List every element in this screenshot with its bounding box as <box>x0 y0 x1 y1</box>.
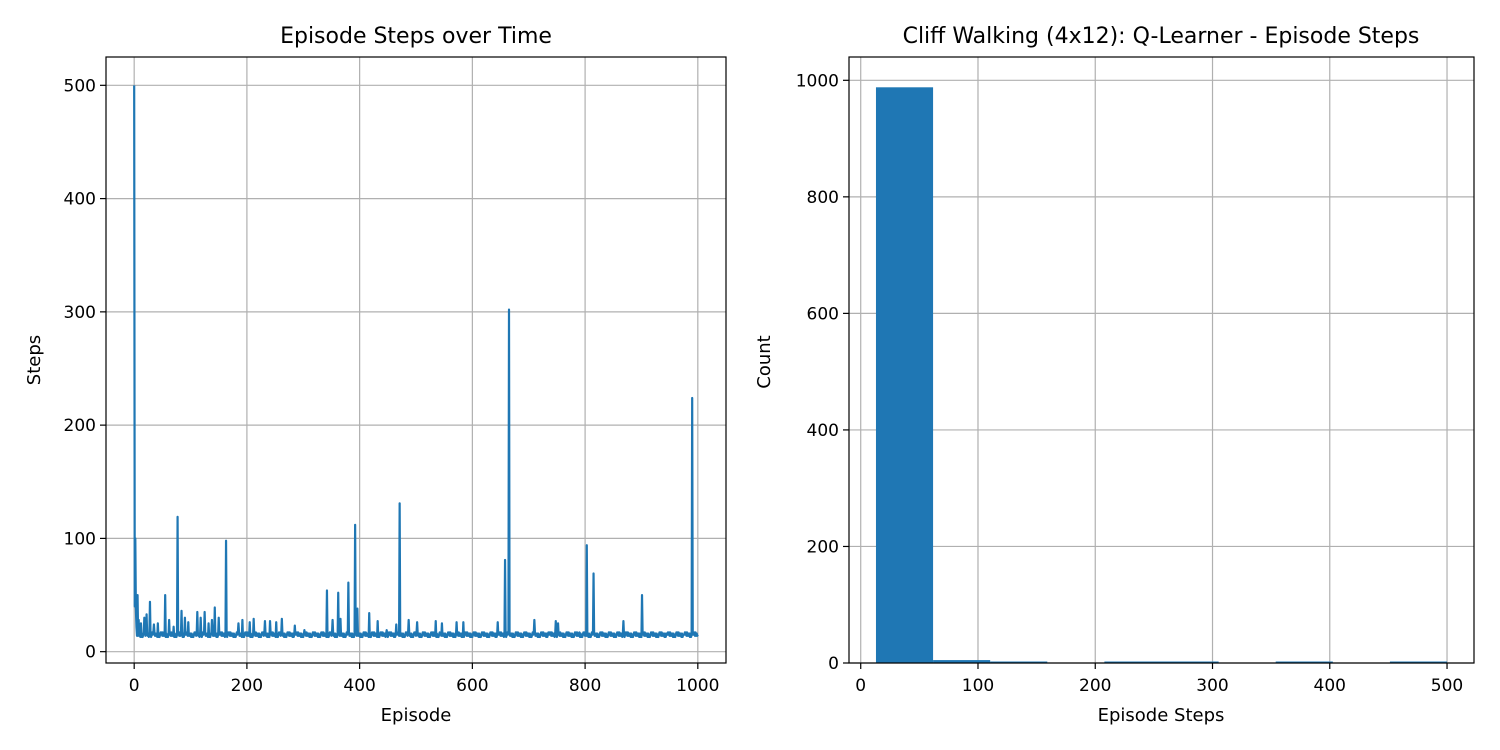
line-chart-plot-area <box>133 85 699 639</box>
histogram-bar <box>1275 661 1333 663</box>
histogram-y-tick-label: 400 <box>807 421 839 441</box>
histogram-x-tick-label: 200 <box>1079 676 1111 696</box>
line-chart-y-tick-label: 500 <box>64 76 96 96</box>
line-chart-x-tick-label: 0 <box>129 676 140 696</box>
line-chart-grid <box>106 57 726 663</box>
line-chart-y-tick-label: 100 <box>64 529 96 549</box>
line-chart-ticks: 0 200 400 600 800 1000 0 100 200 300 400 500 <box>64 76 720 696</box>
line-chart: 0 200 400 600 800 1000 0 100 200 300 400 500 Episod… <box>24 24 727 726</box>
histogram-y-tick-label: 200 <box>807 537 839 557</box>
histogram-x-tick-label: 400 <box>1314 676 1346 696</box>
histogram-bar <box>933 660 991 663</box>
line-chart-y-axis-label: Steps <box>24 335 45 385</box>
histogram-bar <box>990 661 1048 663</box>
histogram-bar <box>1104 661 1162 663</box>
line-chart-x-tick-label: 1000 <box>676 676 719 696</box>
histogram-y-axis-label: Count <box>754 335 775 388</box>
histogram-x-tick-label: 500 <box>1431 676 1463 696</box>
histogram-bar <box>1389 661 1448 663</box>
histogram-bar <box>1161 661 1219 663</box>
line-chart-y-tick-label: 200 <box>64 416 96 436</box>
line-chart-frame <box>105 56 727 664</box>
histogram-x-tick-label: 100 <box>962 676 994 696</box>
histogram-plot-area <box>875 87 1448 664</box>
line-chart-x-tick-label: 400 <box>343 676 375 696</box>
line-chart-title: Episode Steps over Time <box>280 24 552 49</box>
line-chart-x-axis-label: Episode <box>381 705 452 726</box>
steps-series-line <box>133 85 699 639</box>
line-chart-y-tick-label: 400 <box>64 190 96 210</box>
histogram-y-tick-label: 0 <box>828 654 839 674</box>
histogram-y-tick-label: 800 <box>807 188 839 208</box>
histogram-y-tick-label: 600 <box>807 304 839 324</box>
line-chart-y-tick-label: 0 <box>85 643 96 663</box>
histogram-y-tick-label: 1000 <box>796 71 839 91</box>
histogram-x-tick-label: 0 <box>855 676 866 696</box>
line-chart-x-tick-label: 800 <box>569 676 601 696</box>
histogram-ticks: 0 100 200 300 400 500 0 200 400 600 800 1000 <box>796 71 1464 696</box>
histogram-frame <box>848 56 1475 664</box>
histogram-title: Cliff Walking (4x12): Q-Learner - Episod… <box>903 24 1420 49</box>
histogram-x-tick-label: 300 <box>1196 676 1228 696</box>
line-chart-x-tick-label: 600 <box>456 676 488 696</box>
line-chart-y-tick-label: 300 <box>64 303 96 323</box>
histogram-chart: 0 100 200 300 400 500 0 200 400 600 800 1000 Cliff … <box>754 24 1475 726</box>
histogram-x-axis-label: Episode Steps <box>1098 705 1225 726</box>
histogram-bar <box>875 87 934 664</box>
line-chart-x-tick-label: 200 <box>231 676 263 696</box>
